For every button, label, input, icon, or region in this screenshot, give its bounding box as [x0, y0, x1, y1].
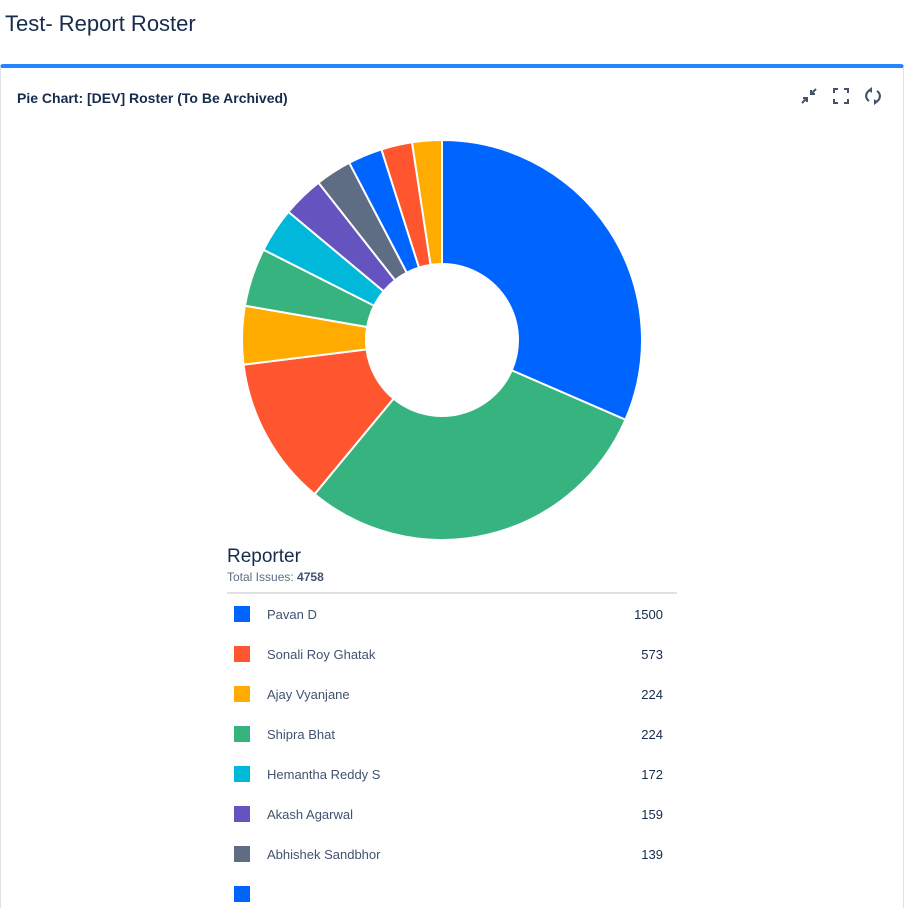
legend-row[interactable]	[227, 874, 677, 914]
legend-title: Reporter	[227, 546, 301, 567]
legend-value: 159	[641, 806, 663, 822]
gadget-title: Pie Chart: [DEV] Roster (To Be Archived)	[17, 90, 288, 106]
legend-label: Abhishek Sandbhor	[267, 846, 381, 862]
legend: Reporter Total Issues: 4758 Pavan D 1500 S…	[227, 546, 677, 914]
legend-row[interactable]: Akash Agarwal 159	[227, 794, 677, 834]
legend-value: 172	[641, 766, 663, 782]
legend-row[interactable]: Abhishek Sandbhor 139	[227, 834, 677, 874]
legend-label: Sonali Roy Ghatak	[267, 646, 376, 662]
legend-swatch	[234, 646, 250, 662]
legend-row[interactable]: Shipra Bhat 224	[227, 714, 677, 754]
pie-chart-gadget: Pie Chart: [DEV] Roster (To Be Archived)	[0, 64, 904, 908]
legend-label: Ajay Vyanjane	[267, 686, 350, 702]
legend-label: Akash Agarwal	[267, 806, 353, 822]
pie-slice-0[interactable]	[441, 138, 643, 422]
legend-swatch	[234, 846, 250, 862]
legend-row[interactable]: Hemantha Reddy S 172	[227, 754, 677, 794]
legend-swatch	[234, 766, 250, 782]
pie-slice-10[interactable]	[410, 138, 443, 266]
legend-swatch	[234, 726, 250, 742]
total-issues: Total Issues: 4758	[227, 570, 324, 584]
donut-chart	[241, 138, 643, 541]
legend-value: 224	[641, 686, 663, 702]
legend-value: 573	[641, 646, 663, 662]
legend-label: Hemantha Reddy S	[267, 766, 381, 782]
legend-row[interactable]: Pavan D 1500	[227, 594, 677, 634]
legend-swatch	[234, 886, 250, 902]
legend-row[interactable]: Sonali Roy Ghatak 573	[227, 634, 677, 674]
refresh-icon[interactable]	[863, 86, 883, 106]
legend-row[interactable]: Ajay Vyanjane 224	[227, 674, 677, 714]
legend-label: Pavan D	[267, 606, 317, 622]
minimize-icon[interactable]	[799, 86, 819, 106]
legend-value: 1500	[634, 606, 663, 622]
pie-slice-1[interactable]	[313, 368, 627, 541]
legend-swatch	[234, 606, 250, 622]
divider	[227, 592, 677, 594]
fullscreen-icon[interactable]	[831, 86, 851, 106]
legend-value: 224	[641, 726, 663, 742]
legend-swatch	[234, 806, 250, 822]
page-title: Test- Report Roster	[5, 11, 196, 36]
legend-value: 139	[641, 846, 663, 862]
legend-swatch	[234, 686, 250, 702]
pie-slice-2[interactable]	[242, 348, 395, 496]
legend-label: Shipra Bhat	[267, 726, 335, 742]
